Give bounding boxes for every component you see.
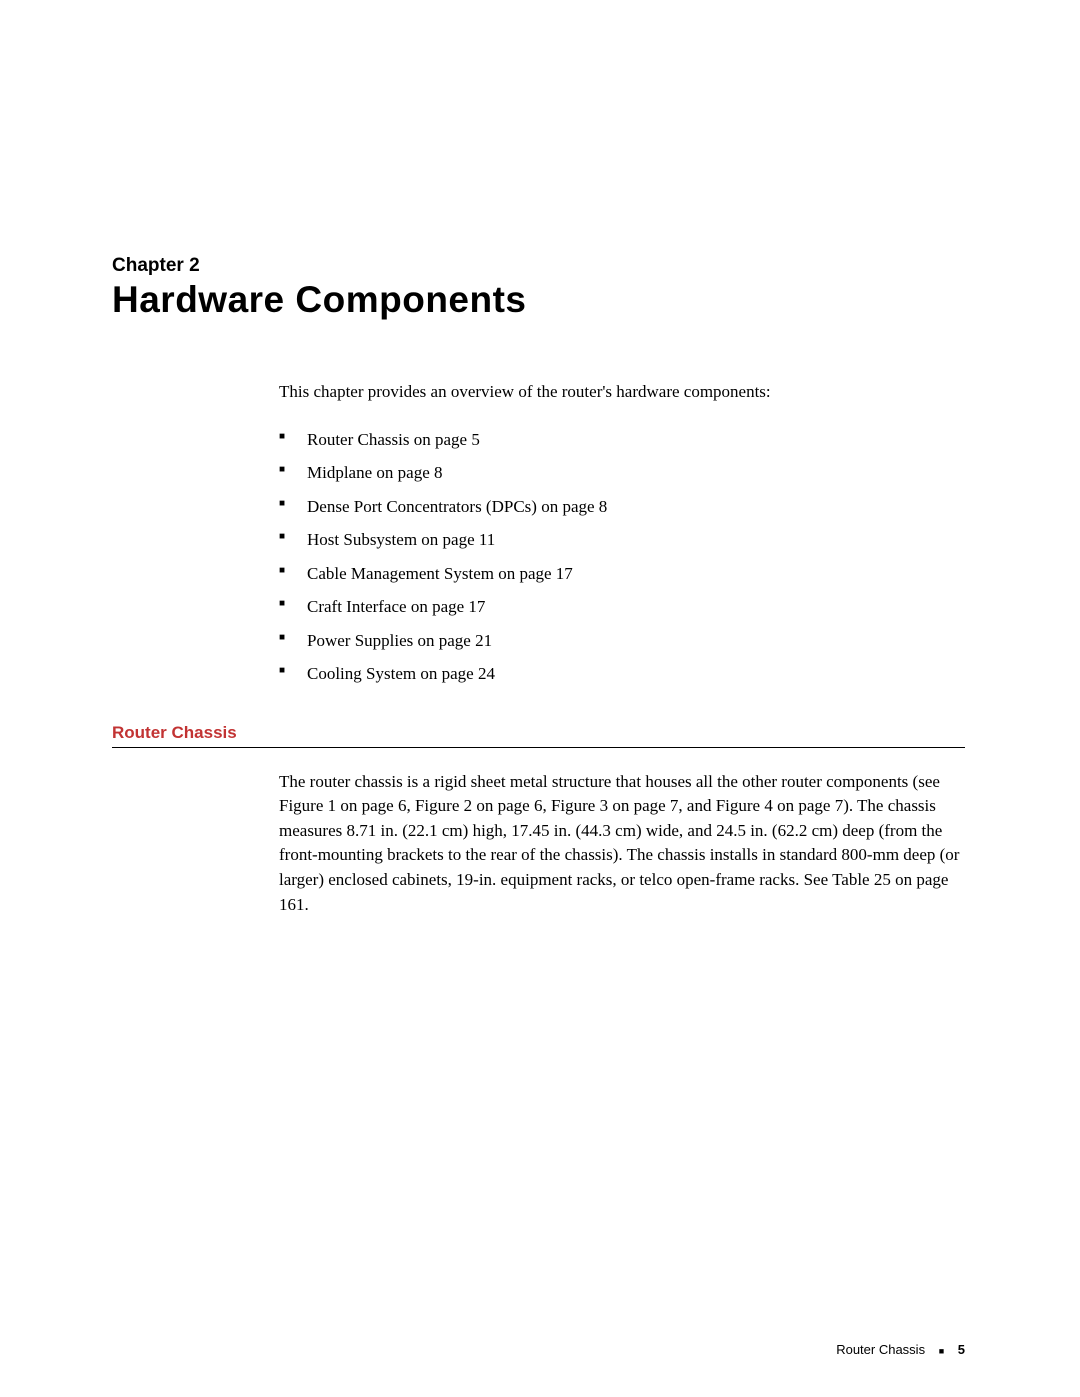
section-body: The router chassis is a rigid sheet meta… bbox=[279, 770, 965, 918]
toc-item: Dense Port Concentrators (DPCs) on page … bbox=[279, 490, 965, 524]
chapter-label: Chapter 2 bbox=[112, 255, 965, 277]
document-page: Chapter 2 Hardware Components This chapt… bbox=[0, 0, 1080, 917]
toc-item: Router Chassis on page 5 bbox=[279, 423, 965, 457]
section-heading: Router Chassis bbox=[112, 723, 965, 748]
footer-page-number: 5 bbox=[958, 1342, 965, 1357]
footer-separator-icon: ■ bbox=[939, 1346, 944, 1356]
footer-section-name: Router Chassis bbox=[836, 1342, 925, 1357]
toc-item: Cable Management System on page 17 bbox=[279, 557, 965, 591]
toc-item: Midplane on page 8 bbox=[279, 456, 965, 490]
toc-item: Cooling System on page 24 bbox=[279, 657, 965, 691]
toc-item: Power Supplies on page 21 bbox=[279, 624, 965, 658]
chapter-toc-list: Router Chassis on page 5 Midplane on pag… bbox=[279, 423, 965, 691]
toc-item: Host Subsystem on page 11 bbox=[279, 523, 965, 557]
page-footer: Router Chassis ■ 5 bbox=[836, 1342, 965, 1357]
toc-item: Craft Interface on page 17 bbox=[279, 590, 965, 624]
chapter-title: Hardware Components bbox=[112, 279, 965, 321]
chapter-intro: This chapter provides an overview of the… bbox=[279, 379, 965, 405]
